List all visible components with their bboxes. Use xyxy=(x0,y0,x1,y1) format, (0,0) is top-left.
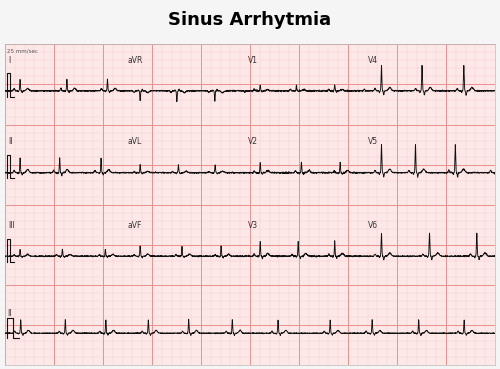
Text: I: I xyxy=(8,55,10,65)
Text: V6: V6 xyxy=(368,221,378,230)
Text: 25 mm/sec: 25 mm/sec xyxy=(8,48,38,53)
Text: aVL: aVL xyxy=(128,137,142,146)
Text: V5: V5 xyxy=(368,137,378,146)
Text: II: II xyxy=(7,309,12,318)
Text: aVF: aVF xyxy=(128,221,142,230)
Text: V1: V1 xyxy=(248,55,258,65)
Text: II: II xyxy=(8,137,12,146)
Text: III: III xyxy=(8,221,14,230)
Text: V4: V4 xyxy=(368,55,378,65)
Text: aVR: aVR xyxy=(128,55,144,65)
Text: V3: V3 xyxy=(248,221,258,230)
Text: Sinus Arrhytmia: Sinus Arrhytmia xyxy=(168,11,332,29)
Text: V2: V2 xyxy=(248,137,258,146)
